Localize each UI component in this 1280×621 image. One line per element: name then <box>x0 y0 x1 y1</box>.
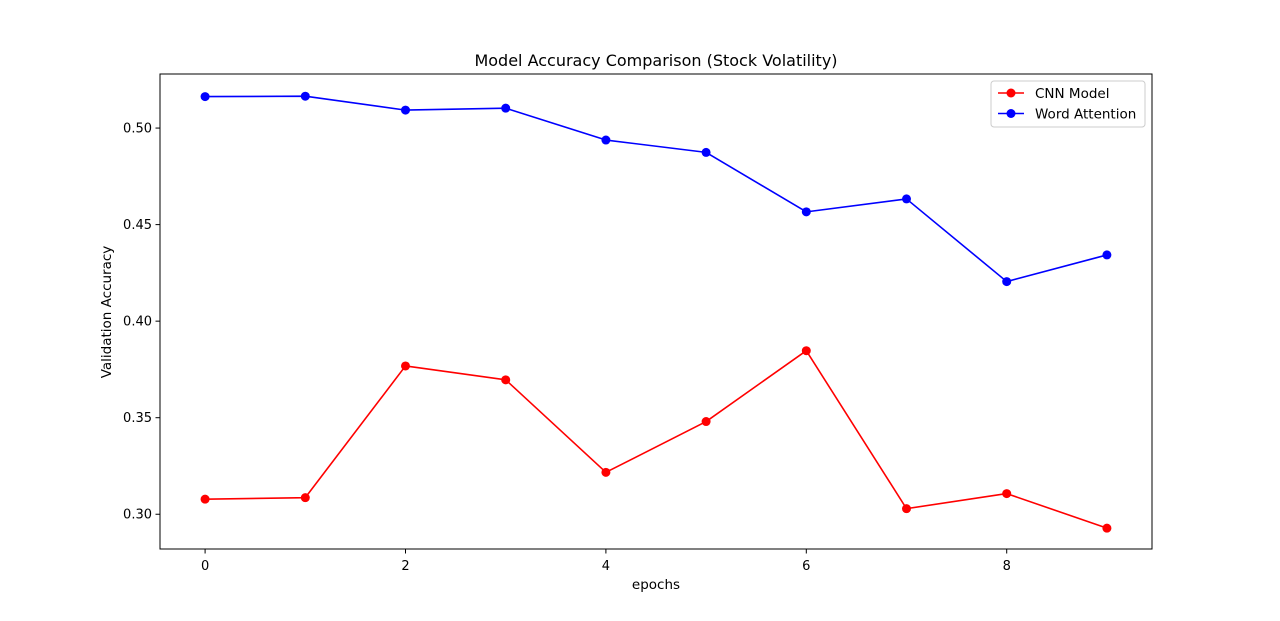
data-point-word-attention <box>1102 250 1112 260</box>
data-point-word-attention <box>200 92 210 102</box>
chart-title: Model Accuracy Comparison (Stock Volatil… <box>474 51 837 70</box>
data-point-cnn-model <box>601 467 611 477</box>
y-tick-label: 0.50 <box>123 122 152 137</box>
plot-frame <box>159 73 1153 550</box>
data-point-word-attention <box>701 147 711 157</box>
y-tick-label: 0.40 <box>123 315 152 330</box>
x-tick-label: 4 <box>602 559 610 574</box>
plot-area <box>160 74 1152 549</box>
data-point-cnn-model <box>300 493 310 503</box>
data-point-cnn-model <box>200 494 210 504</box>
data-point-cnn-model <box>1102 523 1112 533</box>
series-line-word-attention <box>205 95 1108 283</box>
data-point-word-attention <box>902 194 912 204</box>
x-tick-label: 6 <box>802 559 810 574</box>
y-tick-label: 0.35 <box>123 411 152 426</box>
y-tick-label: 0.30 <box>123 508 152 523</box>
legend-marker-cnn-model <box>1006 88 1016 98</box>
data-point-cnn-model <box>902 504 912 514</box>
data-point-cnn-model <box>801 346 811 356</box>
y-tick-label: 0.45 <box>123 218 152 233</box>
x-tick-label: 2 <box>401 559 409 574</box>
data-point-word-attention <box>400 105 410 115</box>
data-point-word-attention <box>801 207 811 217</box>
x-tick-label: 8 <box>1003 559 1011 574</box>
data-point-cnn-model <box>501 375 511 385</box>
legend-marker-word-attention <box>1006 109 1016 118</box>
y-axis-label: Validation Accuracy <box>99 246 115 379</box>
series-line-cnn-model <box>205 349 1108 529</box>
x-axis-label: epochs <box>632 577 680 593</box>
legend-label-word-attention: Word Attention <box>1035 107 1136 123</box>
data-point-word-attention <box>501 103 511 113</box>
legend-box <box>990 80 1146 128</box>
legend: CNN Model Word Attention <box>990 80 1146 128</box>
x-axis-ticks: 0 2 4 6 8 <box>201 549 1011 574</box>
data-point-cnn-model <box>701 417 711 427</box>
data-point-word-attention <box>300 91 310 101</box>
data-point-word-attention <box>1002 277 1012 287</box>
y-axis-ticks: 0.30 0.35 0.40 0.45 0.50 <box>123 122 160 523</box>
data-point-cnn-model <box>1002 489 1012 499</box>
x-tick-label: 0 <box>201 559 209 574</box>
data-point-word-attention <box>601 135 611 145</box>
legend-label-cnn-model: CNN Model <box>1035 86 1109 102</box>
data-point-cnn-model <box>400 361 410 371</box>
series-layer <box>200 91 1112 533</box>
